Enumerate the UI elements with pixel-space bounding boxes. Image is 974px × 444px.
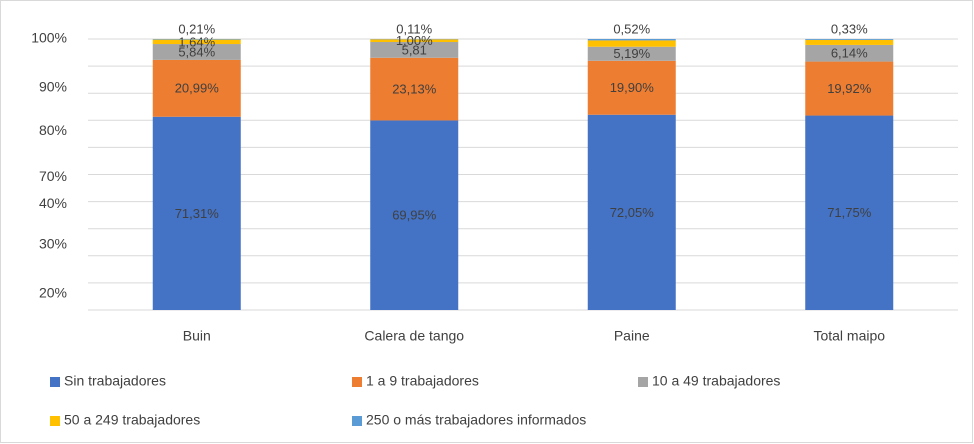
- y-tick-label: 80%: [39, 122, 67, 138]
- bar-segment: [152, 39, 241, 45]
- legend-swatch: [50, 416, 60, 426]
- y-tick-label: 20%: [39, 284, 67, 300]
- bar-segment: [370, 42, 459, 58]
- bar-segment: [805, 115, 894, 311]
- bar-segment: [587, 60, 676, 115]
- legend-swatch: [352, 377, 362, 387]
- bar-segment: [370, 120, 459, 310]
- data-label: 1,00%: [396, 33, 433, 48]
- x-tick-label: Total maipo: [813, 328, 885, 344]
- data-label: 5,81: [402, 42, 427, 57]
- y-tick-label: 30%: [39, 236, 67, 252]
- legend-swatch: [638, 377, 648, 387]
- legend-swatch: [50, 377, 60, 387]
- data-label: 72,05%: [610, 205, 655, 220]
- bar-segment: [587, 114, 676, 310]
- bar-segment: [805, 39, 894, 45]
- data-label: 0,52%: [613, 21, 650, 36]
- bar-segment: [370, 39, 459, 43]
- data-label: 69,95%: [392, 208, 437, 223]
- legend-label: 10 a 49 trabajadores: [652, 373, 780, 389]
- x-tick-label: Paine: [614, 328, 650, 344]
- legend-label: Sin trabajadores: [64, 373, 166, 389]
- y-tick-label: 100%: [31, 30, 67, 46]
- bar-segment: [152, 39, 241, 40]
- bar-segment: [805, 61, 894, 116]
- y-tick-label: 90%: [39, 78, 67, 94]
- data-label: 6,14%: [831, 46, 868, 61]
- legend-label: 250 o más trabajadores informados: [366, 412, 586, 428]
- bar-segment: [587, 40, 676, 47]
- data-label: 19,92%: [827, 81, 872, 96]
- data-label: 0,33%: [831, 21, 868, 36]
- data-label: 5,19%: [613, 46, 650, 61]
- data-label: 0,21%: [178, 21, 215, 36]
- bar-segment: [587, 46, 676, 61]
- data-label: 71,31%: [175, 206, 220, 221]
- data-label: 1,64%: [178, 34, 215, 49]
- legend-label: 50 a 249 trabajadores: [64, 412, 200, 428]
- y-tick-label: 70%: [39, 168, 67, 184]
- legend-label: 1 a 9 trabajadores: [366, 373, 479, 389]
- x-tick-label: Buin: [183, 328, 211, 344]
- data-label: 0,11%: [396, 21, 432, 36]
- bar-segment: [152, 59, 241, 117]
- bar-segment: [370, 57, 459, 121]
- data-label: 19,90%: [610, 80, 655, 95]
- bar-segment: [587, 39, 676, 41]
- y-tick-label: 40%: [39, 195, 67, 211]
- data-label: 20,99%: [175, 81, 220, 96]
- data-label: 71,75%: [827, 205, 872, 220]
- data-label: 5,84%: [178, 44, 215, 59]
- x-tick-label: Calera de tango: [364, 328, 464, 344]
- bar-segment: [805, 44, 894, 62]
- bar-segment: [805, 39, 894, 40]
- data-label: 23,13%: [392, 82, 437, 97]
- bar-segment: [152, 116, 241, 310]
- bar-segment: [152, 44, 241, 60]
- legend-swatch: [352, 416, 362, 426]
